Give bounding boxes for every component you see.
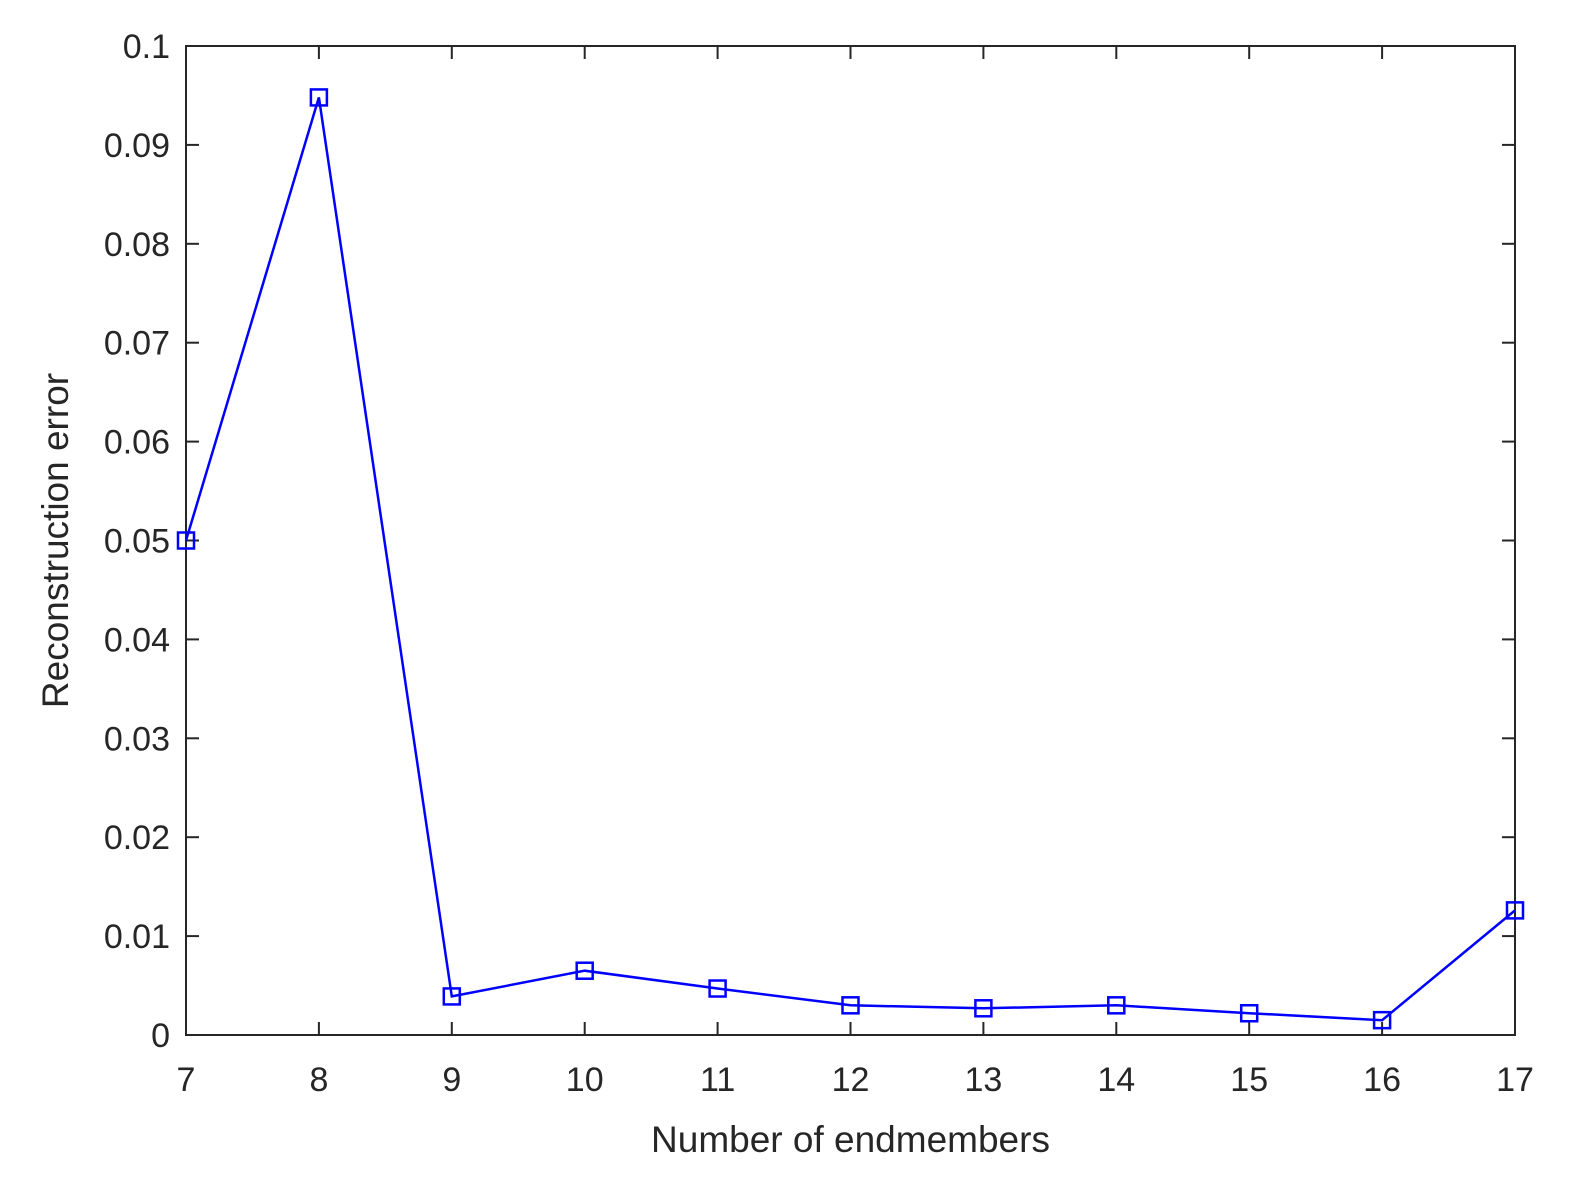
- y-tick-label: 0.09: [104, 127, 170, 165]
- data-point-marker: [309, 88, 329, 107]
- x-tick-label: 7: [177, 1061, 196, 1099]
- y-tick-label: 0.07: [104, 325, 170, 363]
- x-tick-label: 11: [700, 1061, 735, 1099]
- x-tick-label: 9: [442, 1061, 461, 1099]
- x-tick-label: 15: [1230, 1061, 1268, 1099]
- x-tick-label: 10: [566, 1061, 604, 1099]
- y-tick-label: 0: [151, 1017, 170, 1055]
- data-point-marker: [442, 987, 462, 1006]
- data-point-marker: [575, 961, 594, 980]
- x-axis-label: Number of endmembers: [651, 1119, 1050, 1160]
- x-tick-label: 12: [832, 1061, 870, 1099]
- y-tick-label: 0.04: [104, 621, 170, 659]
- y-tick-label: 0.03: [104, 720, 170, 758]
- y-tick-label: 0.1: [123, 28, 170, 66]
- x-tick-label: 17: [1496, 1061, 1534, 1099]
- x-tick-label: 13: [964, 1061, 1002, 1099]
- x-tick-label: 8: [309, 1061, 328, 1099]
- x-tick-label: 14: [1097, 1061, 1135, 1099]
- y-tick-label: 0.01: [104, 918, 170, 956]
- data-point-marker: [1107, 996, 1126, 1015]
- data-point-marker: [841, 996, 860, 1015]
- series-line: [184, 97, 1516, 1022]
- data-point-marker: [708, 979, 727, 998]
- y-tick-label: 0.08: [104, 226, 170, 264]
- data-point-marker: [1372, 1010, 1392, 1030]
- axes: 7 8 9 10 11 12 13 14 15 16 17 0 0.01 0.02 0.03 0.04 0.05…: [104, 28, 1534, 1099]
- x-tick-label: 16: [1363, 1061, 1401, 1099]
- series-layer: [176, 88, 1525, 1030]
- data-point-marker: [176, 531, 196, 550]
- y-tick-label: 0.05: [104, 523, 170, 561]
- y-axis-label: Reconstruction error: [35, 373, 76, 708]
- data-point-marker: [974, 999, 993, 1018]
- y-tick-label: 0.02: [104, 819, 170, 857]
- data-point-marker: [1505, 901, 1525, 920]
- data-point-marker: [1239, 1003, 1259, 1023]
- y-tick-label: 0.06: [104, 424, 170, 462]
